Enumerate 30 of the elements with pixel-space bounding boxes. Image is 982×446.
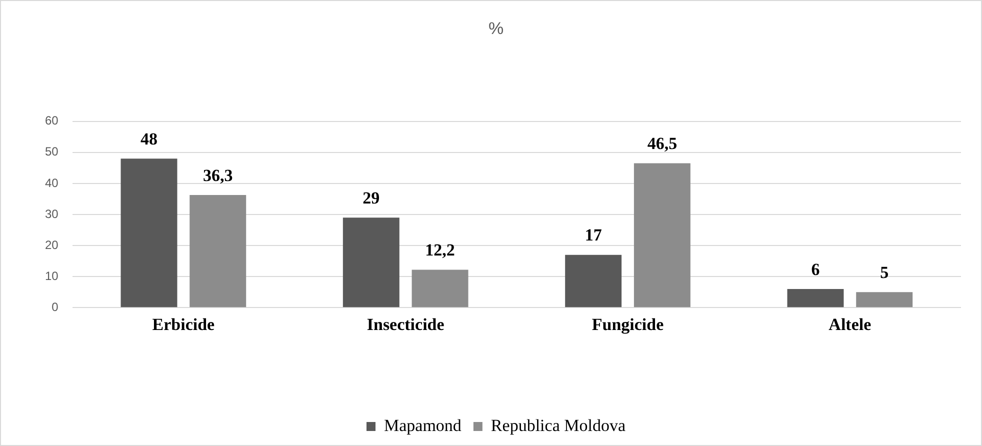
y-tick-label: 10 — [44, 268, 59, 283]
data-label: 29 — [362, 188, 380, 208]
data-label: 17 — [584, 226, 602, 245]
x-tick-label: Altele — [828, 315, 872, 334]
data-label: 5 — [880, 262, 889, 282]
x-tick-label: Insecticide — [366, 315, 445, 334]
bar — [787, 288, 844, 308]
bar — [120, 158, 178, 308]
data-label: 6 — [811, 260, 820, 279]
y-tick-label: 50 — [44, 144, 59, 159]
bar — [565, 254, 622, 308]
y-tick-label: 20 — [44, 238, 59, 252]
y-tick-label: 40 — [44, 176, 59, 190]
y-tick-label: 60 — [44, 114, 59, 128]
legend-label: Republica Moldova — [490, 416, 626, 435]
data-label: 48 — [140, 130, 158, 149]
data-label: 36,3 — [202, 166, 233, 185]
bar — [412, 270, 468, 308]
legend-label: Mapamond — [384, 416, 462, 435]
bar — [342, 218, 400, 308]
bar — [190, 194, 246, 308]
y-tick-label: 0 — [52, 300, 59, 314]
x-tick-label: Erbicide — [152, 315, 216, 334]
bar — [634, 163, 690, 308]
data-label: 12,2 — [425, 240, 455, 260]
bar — [856, 292, 913, 308]
y-tick-label: 30 — [44, 206, 59, 221]
x-tick-label: Fungicide — [592, 315, 664, 334]
chart-title: % — [488, 18, 504, 38]
data-label: 46,5 — [647, 134, 678, 154]
